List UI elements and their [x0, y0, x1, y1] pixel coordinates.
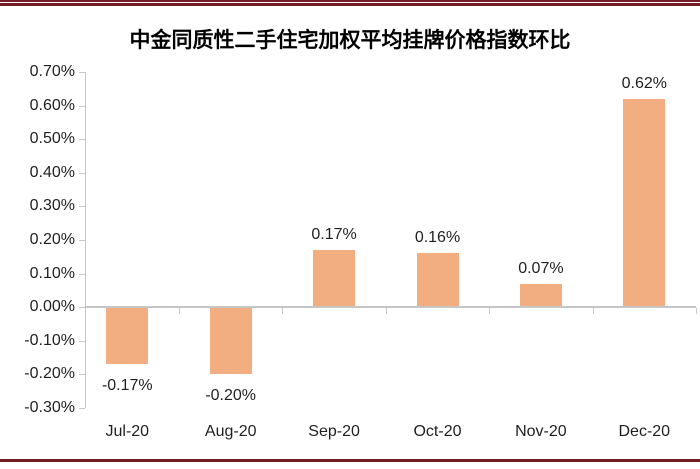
top-double-rule — [0, 0, 700, 6]
y-axis-label: -0.10% — [24, 331, 75, 349]
y-axis-label: 0.00% — [29, 298, 75, 316]
y-axis-tick — [79, 172, 85, 174]
x-axis-tick — [385, 308, 387, 315]
y-axis-label: 0.10% — [29, 264, 75, 282]
y-axis-tick — [79, 139, 85, 141]
y-axis-label: 0.50% — [29, 130, 75, 148]
y-axis-tick — [79, 105, 85, 107]
y-axis-tick — [79, 273, 85, 275]
y-axis-label: 0.70% — [29, 63, 75, 80]
bar-nov-20 — [519, 283, 562, 308]
y-axis-label: -0.30% — [24, 399, 75, 416]
y-axis-tick — [79, 374, 85, 376]
y-axis-label: 0.20% — [29, 231, 75, 248]
y-axis-label: -0.20% — [24, 365, 75, 383]
data-label: 0.62% — [621, 74, 667, 92]
x-axis-label: Nov-20 — [515, 423, 567, 440]
y-axis-tick — [79, 408, 85, 409]
bar-sep-20 — [313, 250, 356, 308]
y-axis-tick — [79, 240, 85, 241]
data-label: 0.07% — [518, 259, 564, 277]
bar-jul-20 — [106, 307, 149, 365]
x-axis-tick — [592, 308, 594, 315]
chart-title: 中金同质性二手住宅加权平均挂牌价格指数环比 — [129, 27, 571, 52]
y-axis-label: 0.30% — [29, 197, 75, 215]
x-axis-label: Sep-20 — [308, 423, 360, 440]
x-axis-label: Jul-20 — [105, 423, 150, 440]
top-rule-thick-line — [0, 3, 700, 6]
bar-aug-20 — [209, 307, 252, 375]
data-label: 0.16% — [414, 229, 461, 247]
top-rule-thin-line — [0, 0, 700, 2]
bottom-rule — [0, 459, 700, 462]
y-axis-tick — [79, 340, 85, 342]
y-axis-label: 0.60% — [29, 96, 75, 114]
x-axis-zero-line — [85, 306, 696, 309]
data-label: -0.20% — [205, 387, 257, 405]
y-axis-tick — [79, 206, 85, 208]
y-axis-line — [85, 72, 86, 408]
x-axis-tick — [489, 308, 491, 315]
data-label: 0.17% — [311, 226, 357, 244]
y-axis-tick — [79, 307, 85, 309]
data-label: -0.17% — [101, 377, 153, 395]
x-axis-tick — [282, 308, 284, 315]
x-axis-label: Oct-20 — [413, 423, 462, 440]
x-axis-tick — [696, 308, 697, 315]
y-axis-tick — [79, 72, 85, 73]
bar-dec-20 — [623, 98, 666, 308]
x-axis-label: Dec-20 — [618, 423, 671, 440]
top-rule-gap — [0, 2, 700, 3]
bar-oct-20 — [416, 253, 459, 308]
y-axis-label: 0.40% — [29, 163, 75, 181]
x-axis-label: Aug-20 — [204, 423, 257, 440]
x-axis-tick — [179, 308, 180, 315]
